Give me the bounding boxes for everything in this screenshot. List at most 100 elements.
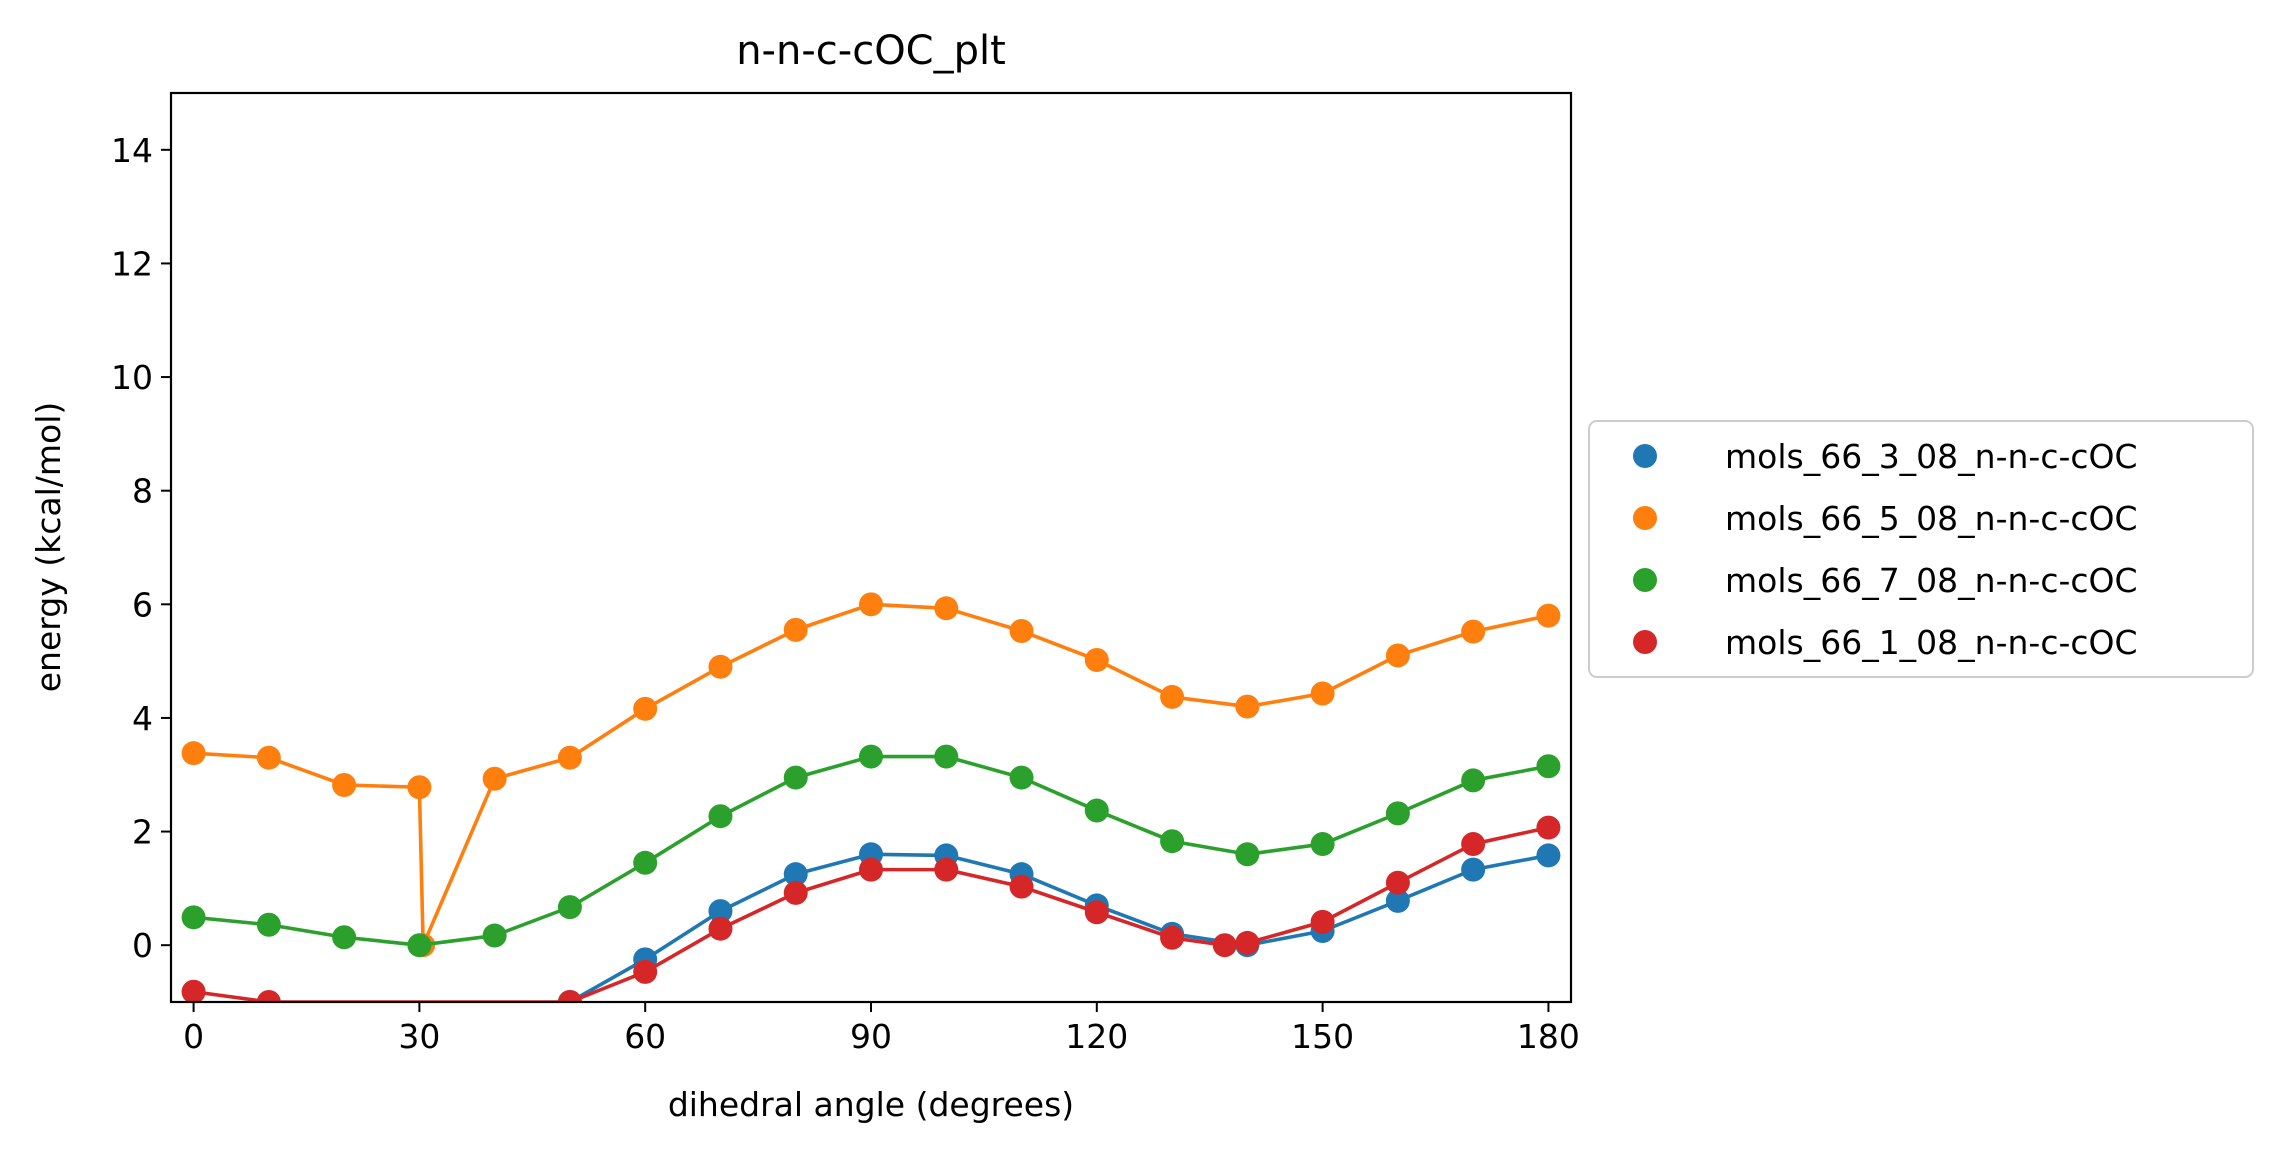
series-3 [181,744,1561,958]
data-point [1084,647,1109,672]
data-point [1310,832,1335,857]
y-axis-title: energy (kcal/mol) [29,402,68,693]
data-point [181,905,206,930]
series-layer [181,592,1561,1002]
y-tick-label: 14 [111,131,153,170]
data-point [407,775,432,800]
data-point [1160,829,1185,854]
data-point [1212,933,1237,958]
data-point [482,923,507,948]
x-axis: 0 30 60 90 120 150 180 [183,1002,1580,1056]
data-point [633,696,658,721]
data-point [181,979,206,1002]
data-point [557,895,582,920]
data-point [1536,843,1561,868]
data-point [934,744,959,769]
data-point [708,916,733,941]
data-point [708,899,733,924]
data-point [633,850,658,875]
data-point [256,745,281,770]
legend-label: mols_66_5_08_n-n-c-cOC [1725,499,2138,538]
data-point [1461,619,1486,644]
data-point [1536,603,1561,628]
y-tick-label: 0 [132,926,153,965]
x-tick-label: 180 [1517,1017,1580,1056]
data-point [1385,888,1410,913]
plot-area [169,91,1573,1004]
data-point [708,654,733,679]
data-point [633,959,658,984]
y-tick-label: 6 [132,585,153,624]
data-point [1461,857,1486,882]
data-point [332,772,357,797]
y-tick-label: 12 [111,244,153,283]
data-point [1461,768,1486,793]
y-axis: 0 2 4 6 8 10 12 14 [111,131,171,965]
x-tick-label: 150 [1291,1017,1354,1056]
data-point [256,912,281,937]
legend-marker [1633,568,1657,592]
data-point [1160,925,1185,950]
data-point [1385,870,1410,895]
data-point [783,617,808,642]
data-point [1160,684,1185,709]
data-point [1235,930,1260,955]
x-tick-label: 120 [1065,1017,1128,1056]
data-point [1009,874,1034,899]
data-point [1461,832,1486,857]
data-point [1536,815,1561,840]
series-line [193,602,1549,947]
data-point [1084,798,1109,823]
legend: mols_66_3_08_n-n-c-cOC mols_66_5_08_n-n-c… [1588,420,2254,678]
legend-label: mols_66_7_08_n-n-c-cOC [1725,561,2138,600]
data-point [1235,842,1260,867]
x-tick-label: 30 [398,1017,440,1056]
data-point [783,765,808,790]
data-point [1385,643,1410,668]
legend-items: mols_66_3_08_n-n-c-cOC mols_66_5_08_n-n-c… [1633,437,2138,662]
data-point [407,933,432,958]
x-tick-label: 0 [183,1017,204,1056]
data-point [256,990,281,1002]
data-point [859,857,883,882]
data-point [1009,765,1034,790]
legend-label: mols_66_3_08_n-n-c-cOC [1725,437,2138,476]
series-1 [557,842,1561,1002]
x-tick-label: 90 [850,1017,892,1056]
y-tick-label: 10 [111,358,153,397]
chart-title: n-n-c-cOC_plt [736,28,1006,74]
data-point [557,990,582,1002]
x-axis-title: dihedral angle (degrees) [668,1085,1074,1124]
data-point [1385,801,1410,826]
data-point [1536,754,1561,779]
data-point [859,744,883,769]
legend-label: mols_66_1_08_n-n-c-cOC [1725,623,2138,662]
data-point [482,766,507,791]
data-point [1084,900,1109,925]
data-point [934,857,959,882]
series-line [569,852,1549,1002]
legend-marker [1633,630,1657,654]
y-tick-label: 2 [132,813,153,852]
legend-marker [1633,506,1657,530]
legend-marker [1633,444,1657,468]
data-point [859,592,883,617]
series-4 [181,815,1561,1002]
legend-frame [1588,420,2254,678]
data-point [1310,909,1335,934]
data-point [557,745,582,770]
data-point [332,925,357,950]
y-tick-label: 8 [132,472,153,511]
x-tick-label: 60 [624,1017,666,1056]
data-point [783,880,808,905]
data-point [783,862,808,887]
series-2 [181,592,1561,958]
data-point [708,804,733,829]
data-point [1310,681,1335,706]
data-point [1009,619,1034,644]
data-point [1235,694,1260,719]
data-point [934,596,959,621]
y-tick-label: 4 [132,699,153,738]
data-point [181,741,206,766]
